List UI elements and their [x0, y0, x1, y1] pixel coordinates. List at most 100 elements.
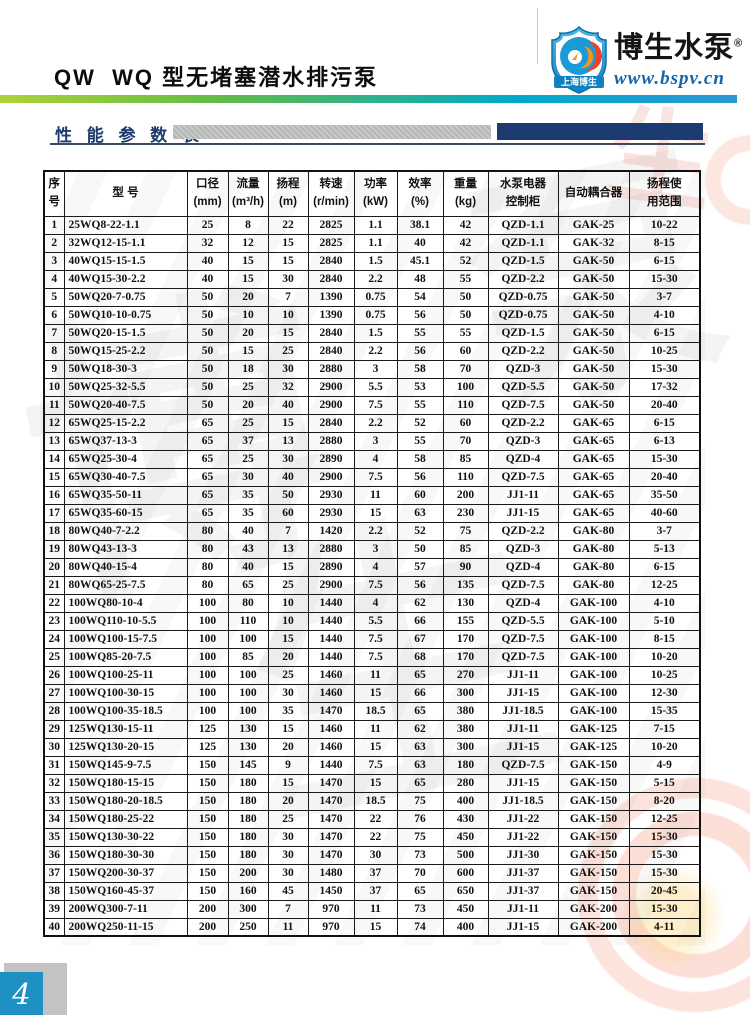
value-cell: 67	[396, 629, 444, 649]
column-header: 序号	[43, 170, 65, 217]
value-cell: 7.5	[353, 629, 398, 649]
value-cell: 22	[353, 827, 398, 847]
model-cell: 40WQ15-30-2.2	[63, 269, 188, 289]
value-cell: GAK-25	[557, 215, 630, 235]
value-cell: 40	[227, 557, 269, 577]
value-cell: 5-13	[628, 539, 701, 559]
value-cell: QZD-5.5	[487, 377, 559, 397]
value-cell: 20	[267, 791, 309, 811]
value-cell: 2.2	[353, 413, 398, 433]
value-cell: 4-10	[628, 593, 701, 613]
value-cell: JJ1-11	[487, 665, 559, 685]
value-cell: 8-20	[628, 791, 701, 811]
value-cell: 15	[227, 341, 269, 361]
value-cell: QZD-3	[487, 431, 559, 451]
value-cell: 50	[186, 359, 229, 379]
model-cell: 65WQ35-50-11	[63, 485, 188, 505]
value-cell: 200	[442, 485, 489, 505]
value-cell: 2.2	[353, 269, 398, 289]
value-cell: 60	[267, 503, 309, 523]
model-cell: 50WQ20-40-7.5	[63, 395, 188, 415]
value-cell: 56	[396, 341, 444, 361]
value-cell: 1450	[307, 881, 355, 901]
value-cell: 11	[353, 719, 398, 739]
value-cell: 155	[442, 611, 489, 631]
value-cell: 15	[353, 917, 398, 937]
value-cell: 10	[267, 593, 309, 613]
value-cell: 15	[267, 773, 309, 793]
value-cell: 50	[186, 323, 229, 343]
value-cell: 7.5	[353, 575, 398, 595]
value-cell: 6-15	[628, 413, 701, 433]
model-cell: 100WQ100-25-11	[63, 665, 188, 685]
value-cell: 11	[267, 917, 309, 937]
value-cell: 1470	[307, 827, 355, 847]
value-cell: 75	[396, 791, 444, 811]
value-cell: 100	[227, 629, 269, 649]
value-cell: GAK-150	[557, 809, 630, 829]
value-cell: JJ1-30	[487, 845, 559, 865]
model-cell: 100WQ100-15-7.5	[63, 629, 188, 649]
value-cell: 40	[186, 251, 229, 271]
value-cell: 150	[186, 755, 229, 775]
value-cell: 65	[396, 701, 444, 721]
value-cell: 15	[227, 269, 269, 289]
value-cell: 1460	[307, 665, 355, 685]
model-cell: 200WQ250-11-15	[63, 917, 188, 937]
table-row: 25 100WQ85-20-7.5 100 85 20 1440 7.5 68 170 QZD-7…	[43, 647, 701, 667]
value-cell: 2890	[307, 557, 355, 577]
table-row: 29 125WQ130-15-11 125 130 15 1460 11 62 380 JJ1-1…	[43, 719, 701, 739]
value-cell: 1470	[307, 791, 355, 811]
value-cell: 12-25	[628, 575, 701, 595]
value-cell: 100	[186, 665, 229, 685]
table-row: 22 100WQ80-10-4 100 80 10 1440 4 62 130 QZD-4 GAK-…	[43, 593, 701, 613]
value-cell: 62	[396, 719, 444, 739]
value-cell: 1390	[307, 305, 355, 325]
value-cell: GAK-200	[557, 917, 630, 937]
value-cell: 80	[186, 539, 229, 559]
value-cell: 100	[227, 701, 269, 721]
value-cell: 63	[396, 503, 444, 523]
value-cell: 6-15	[628, 557, 701, 577]
value-cell: 150	[186, 791, 229, 811]
value-cell: QZD-4	[487, 557, 559, 577]
model-cell: 150WQ180-25-22	[63, 809, 188, 829]
section-title: 性 能 参 数 表	[55, 126, 204, 145]
value-cell: 4	[353, 557, 398, 577]
value-cell: JJ1-18.5	[487, 791, 559, 811]
value-cell: 450	[442, 899, 489, 919]
column-header: 转速 (r/min)	[307, 170, 355, 217]
value-cell: 50	[442, 305, 489, 325]
value-cell: 2900	[307, 377, 355, 397]
row-index-cell: 4	[43, 269, 65, 289]
table-row: 40 200WQ250-11-15 200 250 11 970 15 74 400 JJ1-15…	[43, 917, 701, 937]
value-cell: 52	[442, 251, 489, 271]
value-cell: GAK-65	[557, 503, 630, 523]
value-cell: 2840	[307, 323, 355, 343]
value-cell: 2840	[307, 341, 355, 361]
value-cell: QZD-0.75	[487, 287, 559, 307]
value-cell: 15-30	[628, 845, 701, 865]
value-cell: 30	[267, 863, 309, 883]
value-cell: 80	[186, 521, 229, 541]
value-cell: 10-20	[628, 647, 701, 667]
value-cell: GAK-100	[557, 665, 630, 685]
value-cell: 85	[442, 449, 489, 469]
table-row: 21 80WQ65-25-7.5 80 65 25 2900 7.5 56 135 QZD-7.5…	[43, 575, 701, 595]
table-row: 39 200WQ300-7-11 200 300 7 970 11 73 450 JJ1-11 GA…	[43, 899, 701, 919]
value-cell: 2900	[307, 395, 355, 415]
value-cell: 130	[442, 593, 489, 613]
brand-name: 博生水泵®	[614, 24, 742, 66]
value-cell: 6-15	[628, 251, 701, 271]
row-index-cell: 8	[43, 341, 65, 361]
value-cell: GAK-150	[557, 881, 630, 901]
page-header: QW WQ 型无堵塞潜水排污泵 上海博生 博生水泵® www.bspv.cn	[0, 0, 750, 115]
model-cell: 80WQ40-7-2.2	[63, 521, 188, 541]
value-cell: 4	[353, 593, 398, 613]
value-cell: GAK-65	[557, 449, 630, 469]
value-cell: 300	[442, 683, 489, 703]
value-cell: GAK-50	[557, 269, 630, 289]
value-cell: 125	[186, 737, 229, 757]
row-index-cell: 21	[43, 575, 65, 595]
model-cell: 150WQ180-30-30	[63, 845, 188, 865]
